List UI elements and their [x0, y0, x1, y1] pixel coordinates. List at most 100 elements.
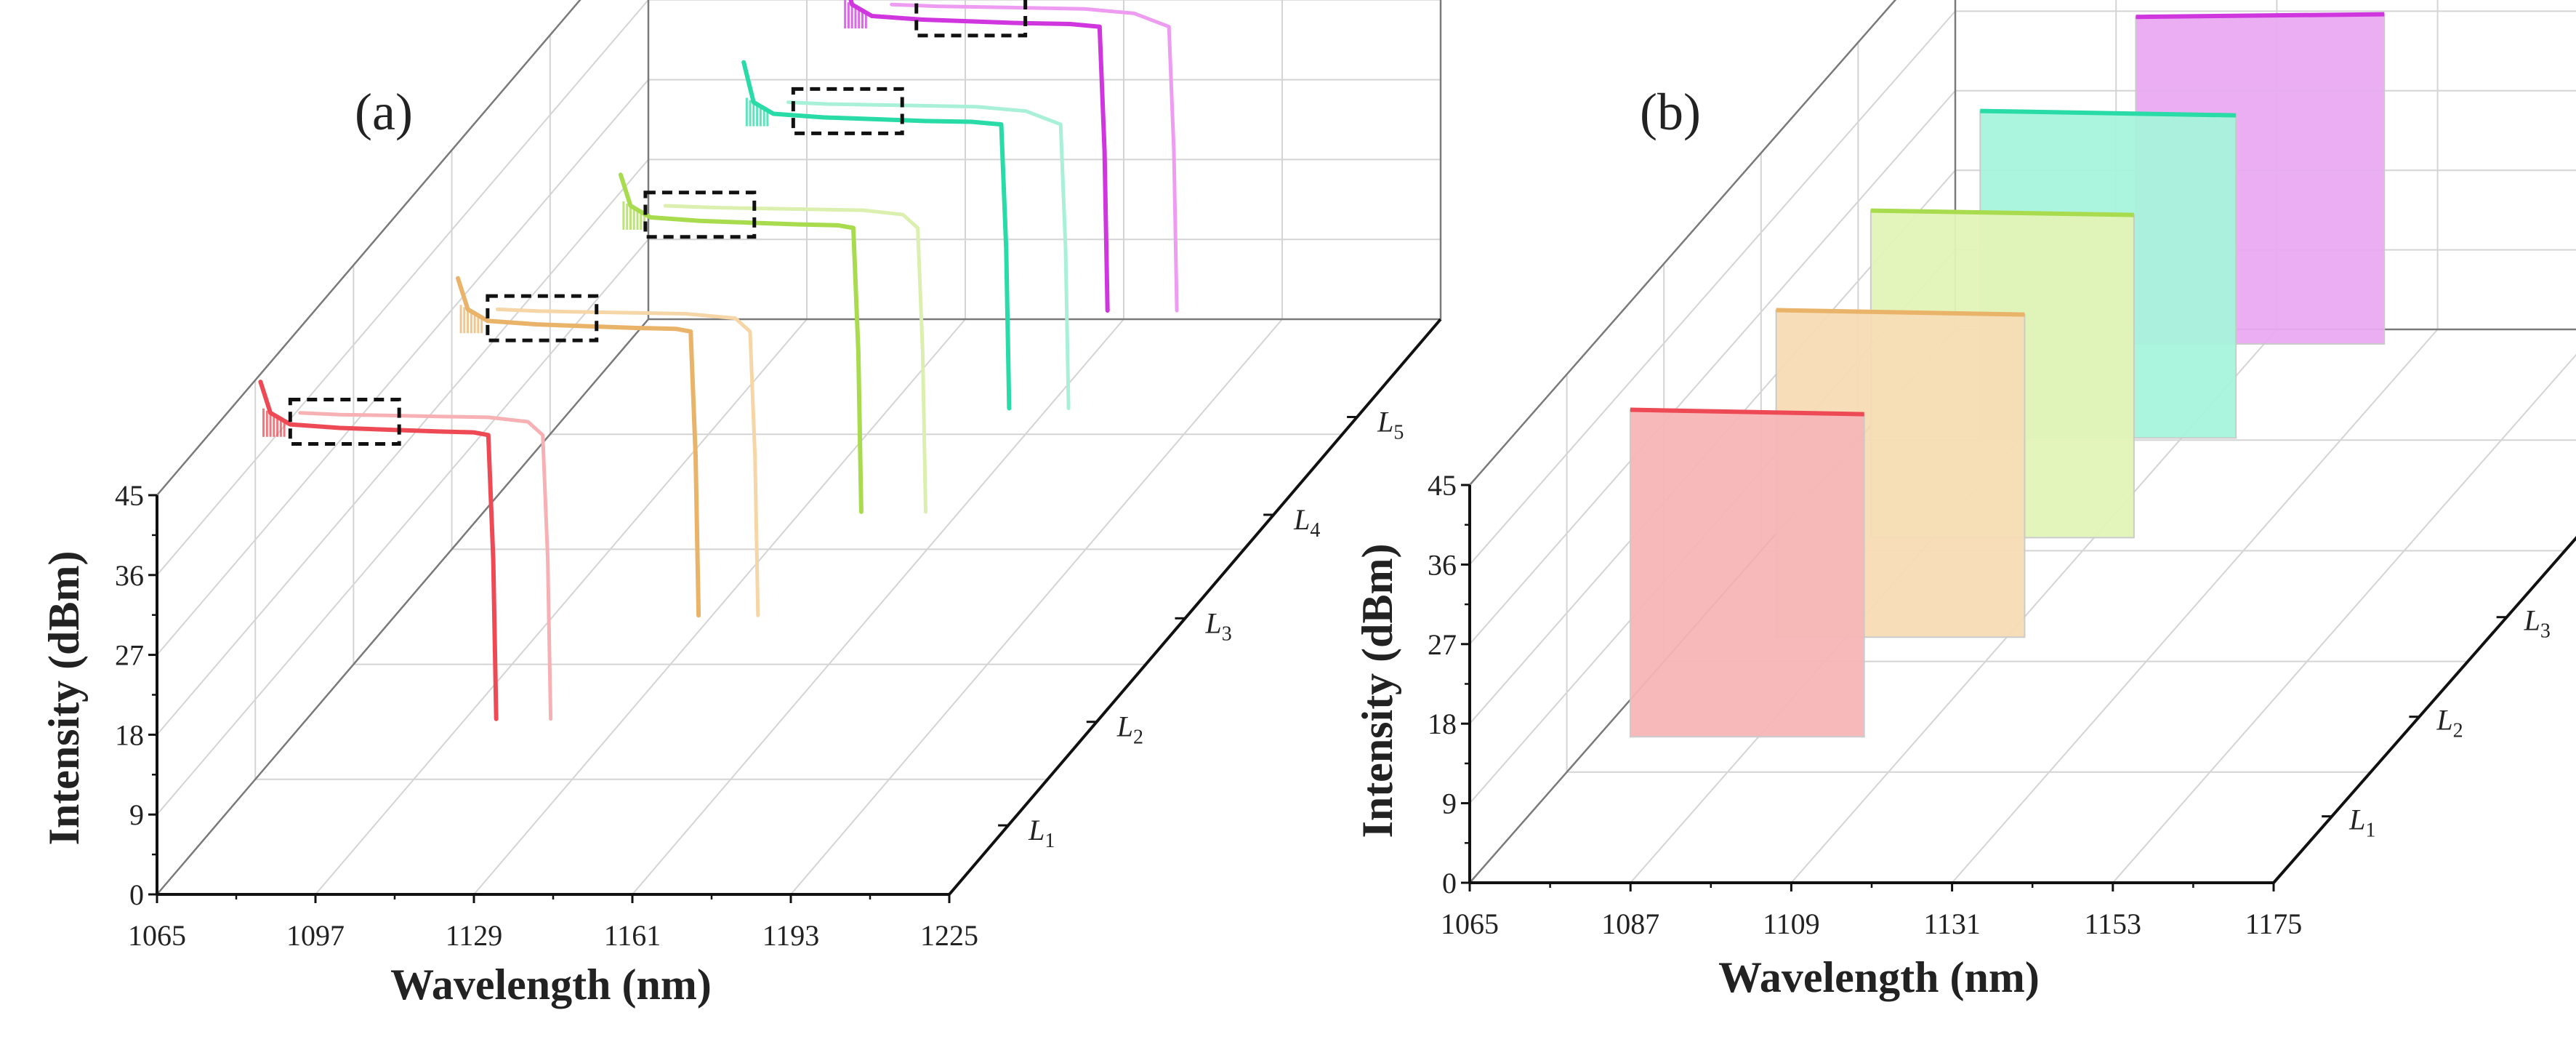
a-z-tick-label-4: L4 [1293, 503, 1320, 542]
panel-b-ylabel: Intensity (dBm) [1353, 543, 1401, 838]
a-z-tick-label-5: L5 [1377, 405, 1404, 444]
b-z-tick-label-2: L2 [2436, 704, 2463, 742]
a-x-tick-label-5: 1225 [920, 919, 978, 952]
a-z-tick-label-5-name: L [1377, 405, 1393, 438]
b-y-tick-label-2: 18 [1428, 708, 1457, 740]
a-floor-gridline-x-2 [473, 318, 966, 895]
a-series-l1-long-line [298, 411, 553, 721]
a-floor-gridline-x-1 [315, 318, 808, 895]
b-z-tick-label-1-sub: 1 [2365, 819, 2375, 842]
b-series-l1-area [1629, 409, 1865, 738]
b-floor-gridline-x-3 [1951, 329, 2439, 883]
b-x-tick-label-2: 1109 [1763, 907, 1820, 940]
a-leftwall-gridline-y-1 [156, 239, 649, 815]
a-z-tick-label-2: L2 [1116, 710, 1143, 749]
b-z-tick-label-3: L3 [2524, 604, 2551, 643]
a-z-tick-label-4-name: L [1293, 503, 1310, 536]
a-series-l1-line [258, 380, 499, 721]
b-y-tick-label-4: 36 [1428, 548, 1457, 581]
b-x-tick-label-1: 1087 [1601, 907, 1659, 940]
panel-a-ticks: 1065 1097 1129 1161 1193 12250918273645L1L2L3… [115, 405, 1404, 952]
a-series-l5-ripple [844, 0, 867, 29]
b-series-l3-top-edge [1870, 208, 2134, 217]
b-series-l4-top-edge [1980, 108, 2237, 118]
a-z-tick-label-3-sub: 3 [1222, 622, 1232, 645]
a-z-tick-label-3: L3 [1204, 606, 1231, 645]
a-y-tick-label-1: 9 [129, 798, 144, 831]
a-x-tick-label-3: 1161 [604, 919, 661, 952]
b-leftwall-gridline-y-4 [1469, 10, 1956, 566]
a-series-l4-line [741, 60, 1012, 411]
a-leftwall-gridline-y-5 [156, 0, 581, 496]
a-dashed-box-l2 [486, 294, 599, 342]
a-dashed-box-l1 [288, 397, 401, 446]
b-y-tick-label-1: 9 [1442, 787, 1457, 820]
b-z-tick-label-2-name: L [2436, 704, 2452, 737]
panel-b-label: (b) [1640, 83, 1701, 141]
b-x-tick-label-5: 1175 [2245, 907, 2303, 940]
a-y-tick-label-4: 36 [115, 559, 144, 592]
a-series-l4-ripple [745, 97, 769, 127]
a-z-tick-label-1-name: L [1028, 814, 1045, 846]
a-series-l2-long-line [496, 307, 760, 617]
panel-b-xlabel: Wavelength (nm) [1718, 953, 2040, 1001]
a-y-tick-label-5: 45 [115, 479, 144, 512]
b-z-tick-label-3-name: L [2524, 604, 2540, 637]
panel-a-xlabel: Wavelength (nm) [390, 961, 712, 1009]
a-series-l5-long-line [890, 2, 1179, 313]
a-z-axis-line [948, 318, 1442, 896]
a-z-tick-label-4-sub: 4 [1310, 519, 1320, 542]
panel-a-ylabel: Intensity (dBm) [40, 550, 88, 845]
a-z-tick-label-1-sub: 1 [1045, 830, 1055, 852]
a-x-tick-label-1: 1097 [286, 919, 345, 952]
a-z-tick-label-3-name: L [1204, 606, 1221, 639]
b-z-tick-label-1-name: L [2348, 803, 2365, 836]
a-x-tick-label-2: 1129 [446, 919, 503, 952]
a-leftwall-gridline-y-2 [156, 159, 649, 736]
a-z-tick-label-1: L1 [1028, 814, 1055, 852]
a-y-tick-label-0: 0 [129, 878, 144, 911]
a-series-l3-long-line [663, 204, 927, 514]
a-series-l2-ripple [459, 305, 483, 334]
a-series-l3-ripple [622, 201, 646, 230]
a-series-l2-line [456, 276, 701, 618]
panel-a-label: (a) [355, 83, 413, 141]
a-leftwall-gridline-y-4 [156, 0, 649, 576]
a-dashed-box-l5 [914, 0, 1028, 38]
a-y-tick-label-2: 18 [115, 718, 144, 751]
a-edge-top-left [156, 0, 581, 496]
panel-a-series [258, 0, 1179, 721]
a-x-tick-label-4: 1193 [762, 919, 820, 952]
a-z-tick-label-2-name: L [1116, 710, 1133, 743]
b-series-l1-top-edge [1630, 407, 1864, 417]
panel-b: 1065 1087 1109 1131 1153 11750918273645L1L2L3… [1353, 0, 2576, 1001]
a-series-l3-line [618, 172, 864, 514]
panel-b-series [1629, 12, 2386, 738]
a-leftwall-gridline-y-3 [156, 79, 649, 656]
b-x-tick-label-4: 1153 [2085, 907, 2142, 940]
b-z-tick-label-3-sub: 3 [2540, 620, 2551, 643]
b-series-l2-top-edge [1776, 308, 2025, 317]
b-edge-top-left [1469, 0, 1897, 486]
a-edge-floor-left [156, 318, 649, 895]
b-y-tick-label-5: 45 [1428, 469, 1457, 502]
a-floor-gridline-x-3 [632, 318, 1124, 895]
a-series-l1-ripple [262, 408, 286, 437]
panel-a-annotations [288, 0, 1028, 446]
a-floor-gridline-x-4 [790, 318, 1283, 895]
a-dashed-box-l3 [643, 191, 757, 239]
b-x-tick-label-3: 1131 [1923, 907, 1981, 940]
a-x-tick-label-0: 1065 [128, 919, 186, 952]
panel-b-ticks: 1065 1087 1109 1131 1153 11750918273645L1L2L3… [1428, 469, 2551, 940]
a-dashed-box-l4 [791, 87, 904, 135]
a-series-l5-line [848, 0, 1110, 313]
b-floor-gridline-x-4 [2112, 353, 2576, 883]
b-x-tick-label-0: 1065 [1441, 907, 1499, 940]
b-y-tick-label-0: 0 [1442, 867, 1457, 899]
b-z-axis-line [2272, 536, 2576, 884]
a-z-tick-label-2-sub: 2 [1133, 726, 1143, 749]
b-z-tick-label-1: L1 [2348, 803, 2375, 842]
b-z-tick-label-2-sub: 2 [2453, 720, 2463, 742]
b-leftwall-gridline-y-3 [1469, 90, 1956, 645]
